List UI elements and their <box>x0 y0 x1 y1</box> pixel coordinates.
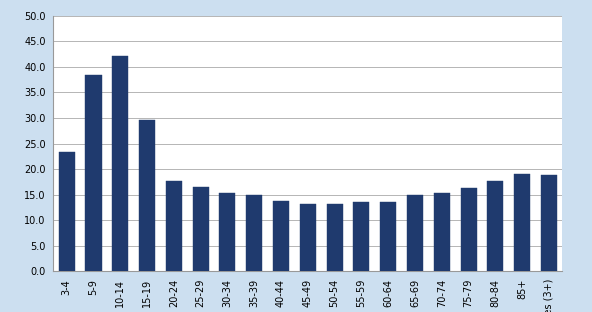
Bar <box>85 76 101 271</box>
Bar <box>192 187 209 271</box>
Bar <box>59 152 75 271</box>
Bar <box>300 204 316 271</box>
Bar <box>220 193 236 271</box>
Bar <box>166 181 182 271</box>
Bar <box>327 204 343 271</box>
Bar <box>541 175 557 271</box>
Bar <box>353 202 369 271</box>
Bar <box>461 188 477 271</box>
Bar <box>487 181 503 271</box>
Bar <box>380 202 396 271</box>
Bar <box>273 201 289 271</box>
Bar <box>514 174 530 271</box>
Bar <box>434 193 450 271</box>
Bar <box>246 195 262 271</box>
Bar <box>139 120 155 271</box>
Bar <box>407 195 423 271</box>
Bar <box>112 56 128 271</box>
